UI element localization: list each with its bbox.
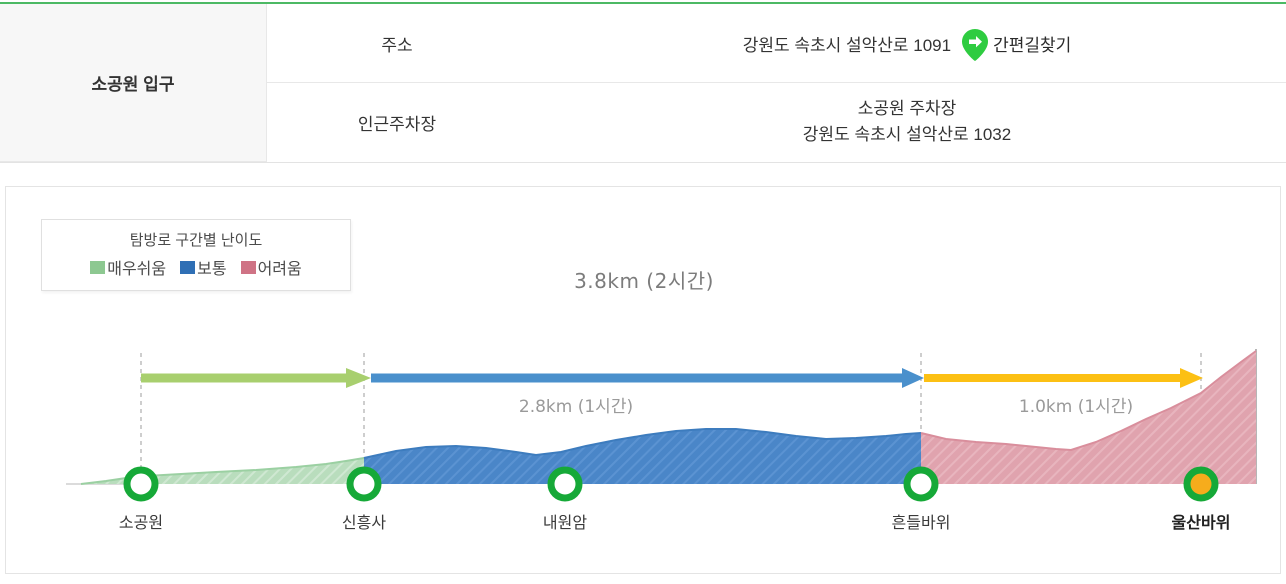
place-name-cell: 소공원 입구 xyxy=(0,4,267,162)
station-marker-sinheungsa[interactable] xyxy=(346,466,382,502)
station-marker-sogongwon[interactable] xyxy=(123,466,159,502)
legend-item-easy: 매우쉬움 xyxy=(90,255,166,279)
segment-arrow-hard xyxy=(924,368,1203,388)
legend-item-hard: 어려움 xyxy=(240,255,302,279)
map-pin-arrow-icon xyxy=(961,28,989,62)
legend-item-normal: 보통 xyxy=(180,255,227,279)
parking-name: 소공원 주차장 xyxy=(857,98,957,118)
station-label-naewonam: 내원암 xyxy=(542,515,588,532)
chart-legend: 탐방로 구간별 난이도 매우쉬움 보통 어려움 xyxy=(41,219,351,291)
address-value-cell: 강원도 속초시 설악산로 1091 간편길찾기 xyxy=(527,4,1286,83)
station-marker-ulsanbawi[interactable] xyxy=(1183,466,1219,502)
station-marker-heundeulbawi[interactable] xyxy=(903,466,939,502)
address-text: 강원도 속초시 설악산로 1091 xyxy=(742,35,952,55)
legend-swatch-easy xyxy=(90,260,106,274)
place-info-table: 소공원 입구 주소 강원도 속초시 설악산로 1091 간편길찾기 xyxy=(0,2,1286,163)
legend-label-hard: 어려움 xyxy=(257,261,302,278)
station-label-sinheungsa: 신흥사 xyxy=(341,515,387,532)
legend-label-easy: 매우쉬움 xyxy=(107,261,167,278)
table-row: 소공원 입구 주소 강원도 속초시 설악산로 1091 간편길찾기 xyxy=(0,4,1286,162)
parking-value-cell: 소공원 주차장 강원도 속초시 설악산로 1032 xyxy=(528,83,1286,162)
parking-address: 강원도 속초시 설악산로 1032 xyxy=(802,125,1012,144)
station-marker-naewonam[interactable] xyxy=(547,466,583,502)
legend-swatch-normal xyxy=(180,260,196,274)
station-label-heundeulbawi: 흔들바위 xyxy=(891,515,951,532)
trail-elevation-chart: 탐방로 구간별 난이도 매우쉬움 보통 어려움 3.8km (2시간) 2.8k… xyxy=(5,186,1281,574)
legend-title: 탐방로 구간별 난이도 xyxy=(129,232,263,249)
table-row: 인근주차장 소공원 주차장 강원도 속초시 설악산로 1032 xyxy=(0,83,1286,162)
total-distance-label: 3.8km (2시간) xyxy=(574,269,714,293)
elevation-profile-svg xyxy=(66,349,1257,502)
station-label-ulsanbawi: 울산바위 xyxy=(1171,515,1231,532)
segment-distance-hard: 1.0km (1시간) xyxy=(1018,397,1134,417)
route-find-link[interactable]: 간편길찾기 xyxy=(961,26,1072,62)
segment-distance-normal: 2.8km (1시간) xyxy=(518,397,634,417)
legend-swatch-hard xyxy=(240,260,256,274)
segment-arrow-easy xyxy=(141,368,371,388)
row-label-address: 주소 xyxy=(266,4,528,83)
row-label-parking: 인근주차장 xyxy=(357,114,437,134)
route-find-label: 간편길찾기 xyxy=(993,35,1072,55)
segment-arrow-normal xyxy=(371,368,924,388)
station-label-sogongwon: 소공원 xyxy=(118,515,164,532)
legend-label-normal: 보통 xyxy=(197,261,227,278)
